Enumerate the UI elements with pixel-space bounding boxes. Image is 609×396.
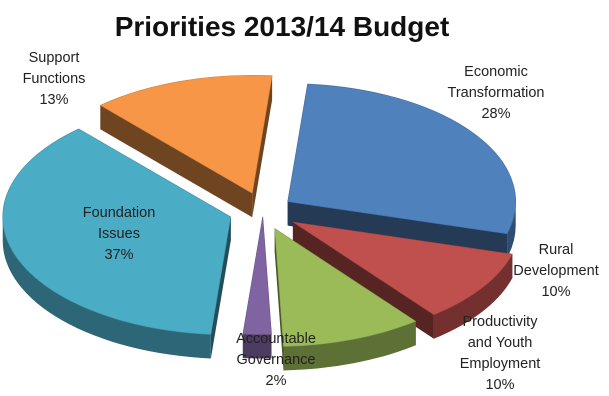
slice-top-2	[274, 227, 417, 347]
slice-top-3	[242, 216, 272, 335]
slice-top-0	[287, 83, 516, 235]
slice-wall-5-0	[100, 105, 253, 218]
slice-wall-1-1	[292, 222, 434, 339]
pie-slice-5	[100, 75, 273, 218]
slice-label-line: Issues	[98, 226, 140, 242]
slice-label-line: Rural	[539, 242, 574, 258]
slice-side-1-0	[433, 254, 513, 339]
slice-label-line: Functions	[23, 71, 86, 87]
slice-label-line: Productivity	[463, 314, 539, 330]
slice-label-1: Rural Development 10%	[513, 242, 598, 300]
slice-side-0-0	[507, 201, 516, 258]
slice-value-label: 28%	[481, 106, 510, 122]
pie-slices	[2, 74, 516, 371]
slice-top-1	[292, 221, 513, 316]
chart-title: Priorities 2013/14 Budget	[115, 11, 450, 42]
slice-labels: Economic Transformation 28% Rural Developmen…	[23, 50, 599, 393]
slice-label-line: and Youth	[468, 335, 533, 351]
slice-wall-4-0	[210, 216, 231, 359]
slice-value-label: 2%	[266, 373, 287, 389]
slice-label-2: Productivity and Youth Employment 10%	[460, 314, 541, 393]
slice-label-line: Governance	[237, 352, 316, 368]
slice-side-2-0	[283, 321, 416, 371]
slice-label-line: Foundation	[83, 205, 156, 221]
slice-label-line: Development	[513, 263, 598, 279]
slice-label-0: Economic Transformation 28%	[448, 64, 545, 122]
slice-label-4: Foundation Issues 37%	[83, 205, 156, 263]
slice-side-3-0	[242, 334, 272, 359]
slice-value-label: 10%	[541, 284, 570, 300]
slice-value-label: 13%	[39, 92, 68, 108]
slice-value-label: 37%	[104, 247, 133, 263]
slice-wall-0-1	[287, 201, 508, 258]
slice-label-line: Accountable	[236, 331, 316, 347]
slice-side-4-0	[2, 216, 211, 359]
slice-label-line: Transformation	[448, 85, 545, 101]
slice-top-4	[2, 128, 232, 335]
slice-top-5	[99, 74, 273, 194]
slice-label-line: Economic	[464, 64, 528, 80]
slice-value-label: 10%	[485, 377, 514, 393]
slice-wall-2-1	[274, 228, 284, 371]
slice-wall-5-1	[252, 75, 273, 218]
slice-label-line: Employment	[460, 356, 541, 372]
slice-label-3: Accountable Governance 2%	[236, 331, 316, 389]
slice-label-line: Support	[29, 50, 80, 66]
slice-label-5: Support Functions 13%	[23, 50, 86, 108]
